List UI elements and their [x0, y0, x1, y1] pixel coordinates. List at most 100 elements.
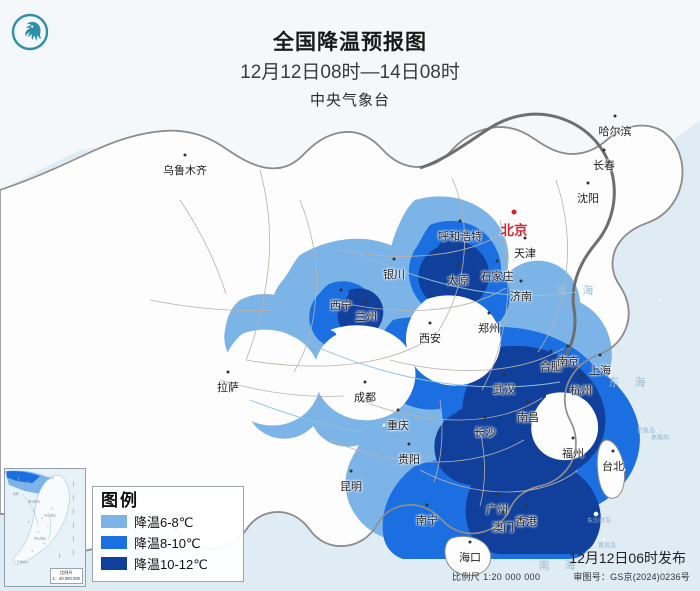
city-marker: [226, 370, 230, 374]
city-label: 澳门: [492, 522, 514, 534]
city-label: 台北: [602, 461, 624, 473]
issue-time-label: 12月12日06时发布: [569, 550, 686, 566]
city-marker: [483, 415, 487, 419]
city-label: 哈尔滨: [598, 126, 632, 138]
city-marker: [364, 299, 368, 303]
city-marker: [598, 353, 602, 357]
city-marker: [571, 436, 575, 440]
inset-scale-title: 比例尺: [59, 570, 73, 575]
rivers: [249, 249, 577, 433]
sea-label: 黄 海: [556, 285, 600, 297]
sea-label: 东 海: [608, 377, 652, 389]
national-boundary-north: [419, 112, 616, 373]
city-label: 北京: [500, 223, 528, 238]
city-label: 重庆: [387, 420, 409, 432]
inset-scale-label: 比例尺 1：40 000 000: [49, 568, 83, 584]
city-marker: [524, 504, 528, 508]
clear-areas: [221, 295, 599, 461]
city-label: 上海: [589, 365, 611, 377]
inset-scale-value: 1：40 000 000: [52, 576, 80, 581]
city-marker: [549, 349, 553, 353]
city-label: 南昌: [517, 412, 539, 424]
city-marker: [502, 372, 506, 376]
legend-item-label: 降温6-8℃: [134, 515, 194, 530]
city-label: 海口: [459, 552, 481, 564]
city-marker: [495, 259, 499, 263]
city-marker: [468, 540, 472, 544]
city-label: 昆明: [340, 481, 362, 493]
city-label: 天津: [514, 248, 536, 260]
city-marker: [407, 442, 411, 446]
city-label: 太原: [447, 275, 469, 287]
city-label: 贵阳: [398, 454, 420, 466]
city-marker: [349, 469, 353, 473]
island-label: 赤尾屿: [650, 435, 670, 442]
city-marker: [501, 510, 505, 514]
city-marker: [487, 311, 491, 315]
island-label: 钓鱼岛: [636, 428, 656, 435]
city-label: 杭州: [570, 385, 592, 397]
legend-item: 降温10-12℃: [101, 553, 237, 574]
city-marker: [613, 114, 617, 118]
city-marker: [425, 503, 429, 507]
city-marker: [392, 257, 396, 261]
city-label: 石家庄: [480, 271, 514, 283]
legend-item-label: 降温8-10℃: [134, 536, 201, 551]
svg-text:西沙群岛: 西沙群岛: [28, 499, 40, 504]
city-label: 拉萨: [217, 382, 239, 394]
legend-item-label: 降温10-12℃: [134, 557, 208, 572]
city-marker: [523, 236, 527, 240]
city-marker: [363, 380, 367, 384]
city-marker: [428, 321, 432, 325]
taiwan-island: [596, 439, 625, 499]
city-label: 乌鲁木齐: [163, 165, 207, 177]
legend-swatch: [101, 557, 127, 570]
city-marker: [339, 288, 343, 292]
svg-text:台湾: 台湾: [48, 475, 54, 480]
city-label: 西宁: [330, 300, 352, 312]
city-label: 香港: [515, 516, 537, 528]
map-approval-number: 审图号：GS京(2024)0236号: [573, 572, 690, 582]
city-label: 呼和浩特: [438, 231, 482, 243]
sea-label: 南 海: [538, 560, 582, 572]
legend-title: 图例: [101, 491, 139, 510]
svg-text:中沙群岛: 中沙群岛: [44, 512, 56, 517]
city-label: 南宁: [416, 515, 438, 527]
city-marker: [611, 449, 615, 453]
city-label: 长沙: [474, 427, 496, 439]
legend-swatch: [101, 536, 127, 549]
legend-item: 降温8-10℃: [101, 532, 237, 553]
svg-text:曾母暗沙: 曾母暗沙: [17, 559, 29, 564]
city-marker: [602, 148, 606, 152]
city-label: 济南: [510, 291, 532, 303]
city-marker: [510, 208, 518, 216]
hainan-island: [444, 535, 492, 576]
city-label: 合肥: [540, 361, 562, 373]
map-scale-label: 比例尺 1:20 000 000: [452, 572, 541, 582]
city-label: 广州: [486, 504, 508, 516]
city-label: 郑州: [478, 323, 500, 335]
city-marker: [586, 181, 590, 185]
city-marker: [526, 400, 530, 404]
south-china-sea-inset-map: 广东 台湾 海南 西沙群岛 中沙群岛 南沙群岛 曾母暗沙 比例尺 1：40 000 0…: [4, 468, 86, 587]
city-label: 银川: [383, 269, 405, 281]
city-label: 西安: [419, 333, 441, 345]
city-marker: [458, 219, 462, 223]
svg-text:海南: 海南: [13, 491, 19, 496]
island-label: 东沙群岛: [586, 518, 612, 525]
city-label: 成都: [354, 392, 376, 404]
city-marker: [456, 263, 460, 267]
city-label: 南京: [557, 356, 579, 368]
city-label: 福州: [562, 448, 584, 460]
city-marker: [183, 153, 187, 157]
city-label: 武汉: [493, 384, 515, 396]
svg-text:南沙群岛: 南沙群岛: [34, 536, 46, 541]
city-marker: [579, 373, 583, 377]
city-marker: [396, 408, 400, 412]
legend-swatch: [101, 515, 127, 528]
city-label: 兰州: [355, 311, 377, 323]
city-marker: [566, 344, 570, 348]
